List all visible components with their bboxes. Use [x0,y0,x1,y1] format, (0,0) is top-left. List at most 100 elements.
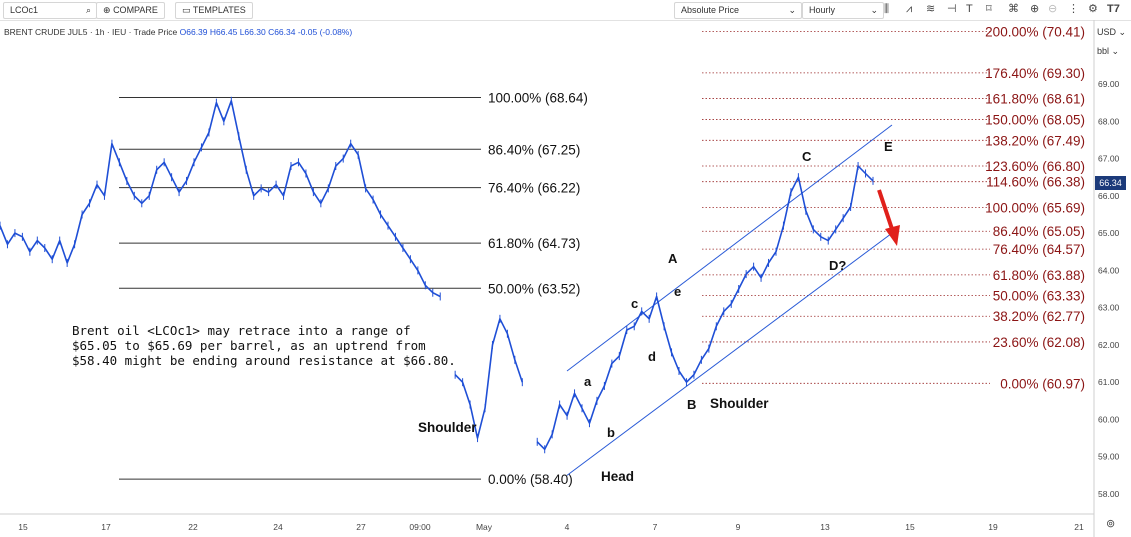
templates-button[interactable]: ▭ TEMPLATES [175,2,253,19]
fib-projection-label: 123.60% (66.80) [985,159,1085,174]
folder-icon: ▭ [182,5,191,15]
fib-projection-label: 161.80% (68.61) [985,92,1085,107]
wave-label-d-minor: d [648,349,656,364]
right-shoulder-label: Shoulder [710,396,769,411]
wave-label-b-major: B [687,397,696,412]
gear-icon[interactable]: ⚙ [1088,3,1098,15]
fib-projection-label: 200.00% (70.41) [985,24,1085,39]
price-type-label: Trade Price [133,27,178,37]
brand-logo-icon: T7 [1107,3,1120,15]
fib-projection-label: 86.40% (65.05) [993,224,1085,239]
chevron-down-icon: ⌄ [788,5,796,15]
more-icon[interactable]: ⋮ [1068,3,1079,15]
wave-label-a-major: A [668,251,678,266]
x-tick-label: 27 [356,522,366,532]
fib-projection-label: 61.80% (63.88) [993,268,1085,283]
chevron-down-icon: ⌄ [870,5,878,15]
down-arrow [877,189,900,246]
currency-value: USD [1097,27,1117,37]
y-tick-label: 60.00 [1098,414,1120,424]
fib-retracement-label: 50.00% (63.52) [488,281,580,296]
wave-label-d-major: D? [829,258,846,273]
indicators-icon[interactable]: ≋ [926,3,936,15]
zoom-in-icon[interactable]: ⊕ [1030,3,1040,15]
fib-projection-label: 138.20% (67.49) [985,133,1085,148]
fib-retracement-label: 100.00% (68.64) [488,90,588,105]
analysis-note: Brent oil <LCOc1> may retrace into a ran… [72,323,456,368]
settings-circle-icon[interactable]: ⊚ [1106,518,1116,530]
y-tick-label: 59.00 [1098,452,1120,462]
crosshair-icon[interactable]: ⊣ [947,3,957,15]
search-icon: ⌕ [85,5,91,15]
y-tick-label: 65.00 [1098,228,1120,238]
y-tick-label: 68.00 [1098,116,1120,126]
price-line [454,317,524,439]
y-tick-label: 66.00 [1098,191,1120,201]
x-tick-label: 13 [820,522,830,532]
y-tick-label: 63.00 [1098,303,1120,313]
change-value: -0.05 (-0.08%) [297,27,353,37]
y-tick-label: 64.00 [1098,265,1120,275]
plus-circle-icon: ⊕ [103,5,111,15]
fib-retracement-label: 61.80% (64.73) [488,236,580,251]
last-price-tag: 66.34 [1095,176,1126,190]
channel-lower-line [566,232,893,476]
x-tick-label: 24 [273,522,283,532]
x-tick-label: 22 [188,522,198,532]
wave-label-e-minor: e [674,284,681,299]
close-value: C66.34 [268,27,296,37]
low-value: L66.30 [239,27,266,37]
quote-header: BRENT CRUDE JUL5 · 1h · IEU · Trade Pric… [4,27,353,37]
open-value: O66.39 [179,27,208,37]
price-mode-value: Absolute Price [681,5,740,15]
price-mode-select[interactable]: Absolute Price ⌄ [674,2,802,19]
wave-label-c-minor: c [631,296,638,311]
price-line [536,165,874,451]
x-tick-label: 19 [988,522,998,532]
unit-select[interactable]: bbl ⌄ [1097,46,1120,56]
x-tick-label: 09:00 [409,522,431,532]
head-label: Head [601,469,634,484]
currency-select[interactable]: USD ⌄ [1097,27,1127,37]
x-tick-label: 17 [101,522,111,532]
high-value: H66.45 [209,27,238,37]
fib-projection-label: 114.60% (66.38) [986,175,1085,190]
channel-upper-line [566,124,893,372]
interval-label: 1h [95,27,105,37]
x-tick-label: 15 [18,522,28,532]
wave-label-e-major: E [884,139,893,154]
fib-projection-label: 50.00% (63.33) [993,288,1085,303]
symbol-value: LCOc1 [10,5,39,15]
bar-chart-icon[interactable]: ⩘ [906,3,913,15]
candlestick-icon[interactable]: ⫼ [884,3,890,15]
fib-projection-label: 76.40% (64.57) [993,242,1085,257]
wave-label-a-minor: a [584,374,592,389]
left-shoulder-label: Shoulder [418,420,477,435]
fib-projection-label: 150.00% (68.05) [985,112,1085,127]
interval-select[interactable]: Hourly ⌄ [802,2,884,19]
fib-retracement-label: 0.00% (58.40) [488,472,573,487]
symbol-search-input[interactable]: LCOc1 ⌕ [3,2,97,19]
x-tick-label: 7 [653,522,658,532]
compare-label: COMPARE [113,5,158,15]
top-toolbar: LCOc1 ⌕ ⊕ COMPARE ▭ TEMPLATES Absolute P… [0,0,1131,21]
y-tick-label: 61.00 [1098,377,1120,387]
fib-projection-label: 38.20% (62.77) [993,309,1085,324]
fib-projection-label: 100.00% (65.69) [985,200,1085,215]
y-tick-label: 69.00 [1098,79,1120,89]
shapes-icon[interactable]: ⌑ [986,3,992,15]
y-tick-label: 67.00 [1098,154,1120,164]
price-line [0,100,441,298]
x-tick-label: May [476,522,493,532]
zoom-out-icon[interactable]: ⊖ [1048,3,1058,15]
fib-retracement-label: 86.40% (67.25) [488,142,580,157]
text-tool-icon[interactable]: T [966,3,973,15]
wave-label-c-major: C [802,149,812,164]
y-tick-label: 62.00 [1098,340,1120,350]
x-tick-label: 15 [905,522,915,532]
pattern-icon[interactable]: ⌘ [1008,3,1019,15]
compare-button[interactable]: ⊕ COMPARE [96,2,165,19]
fib-retracement-label: 76.40% (66.22) [488,181,580,196]
exchange-label: IEU [112,27,127,37]
